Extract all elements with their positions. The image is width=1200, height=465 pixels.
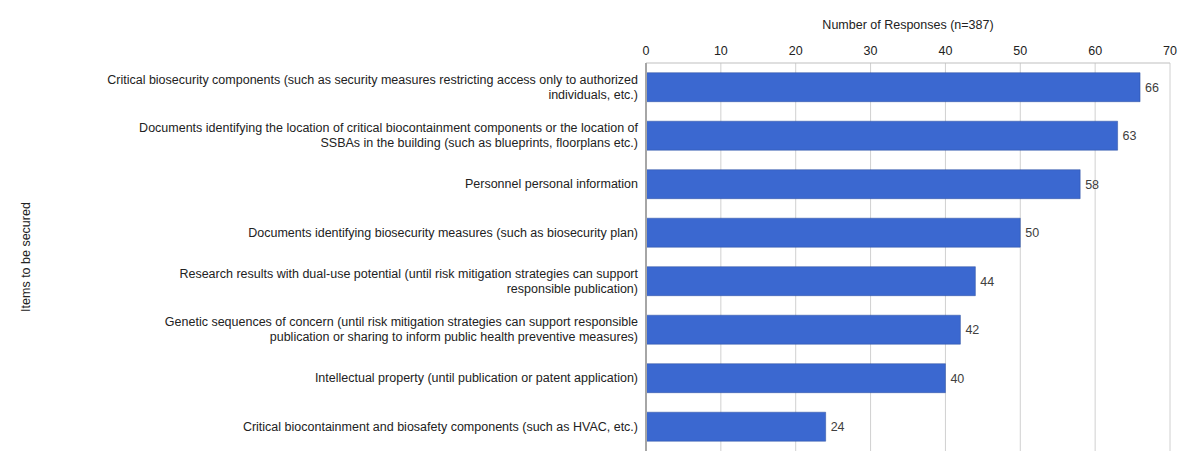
svg-text:Critical biosecurity component: Critical biosecurity components (such as… <box>107 73 638 102</box>
svg-text:60: 60 <box>1088 44 1102 58</box>
svg-text:50: 50 <box>1025 226 1039 240</box>
svg-text:30: 30 <box>864 44 878 58</box>
html-text:Items to be secured: Items to be secured <box>19 202 33 312</box>
svg-text:Genetic sequences of concern (: Genetic sequences of concern (until risk… <box>165 315 638 344</box>
svg-text:40: 40 <box>938 44 952 58</box>
svg-text:63: 63 <box>1123 129 1137 143</box>
svg-text:0: 0 <box>643 44 650 58</box>
svg-text:Documents identifying the loca: Documents identifying the location of cr… <box>139 121 638 150</box>
svg-text:Critical biocontainment and bi: Critical biocontainment and biosafety co… <box>243 420 638 434</box>
svg-text:Personnel personal information: Personnel personal information <box>465 177 638 191</box>
svg-text:Research results with dual-use: Research results with dual-use potential… <box>179 267 638 296</box>
svg-text:58: 58 <box>1085 178 1099 192</box>
svg-text:66: 66 <box>1145 81 1159 95</box>
svg-text:40: 40 <box>950 372 964 386</box>
svg-text:42: 42 <box>965 323 979 337</box>
svg-text:70: 70 <box>1163 44 1177 58</box>
svg-text:Documents identifying biosecur: Documents identifying biosecurity measur… <box>248 226 638 240</box>
svg-text:20: 20 <box>789 44 803 58</box>
svg-text:Number of Responses (n=387): Number of Responses (n=387) <box>822 18 993 32</box>
svg-text:Intellectual property (until p: Intellectual property (until publication… <box>315 371 638 385</box>
svg-text:50: 50 <box>1013 44 1027 58</box>
svg-text:24: 24 <box>831 420 845 434</box>
svg-text:10: 10 <box>714 44 728 58</box>
svg-text:44: 44 <box>980 275 994 289</box>
